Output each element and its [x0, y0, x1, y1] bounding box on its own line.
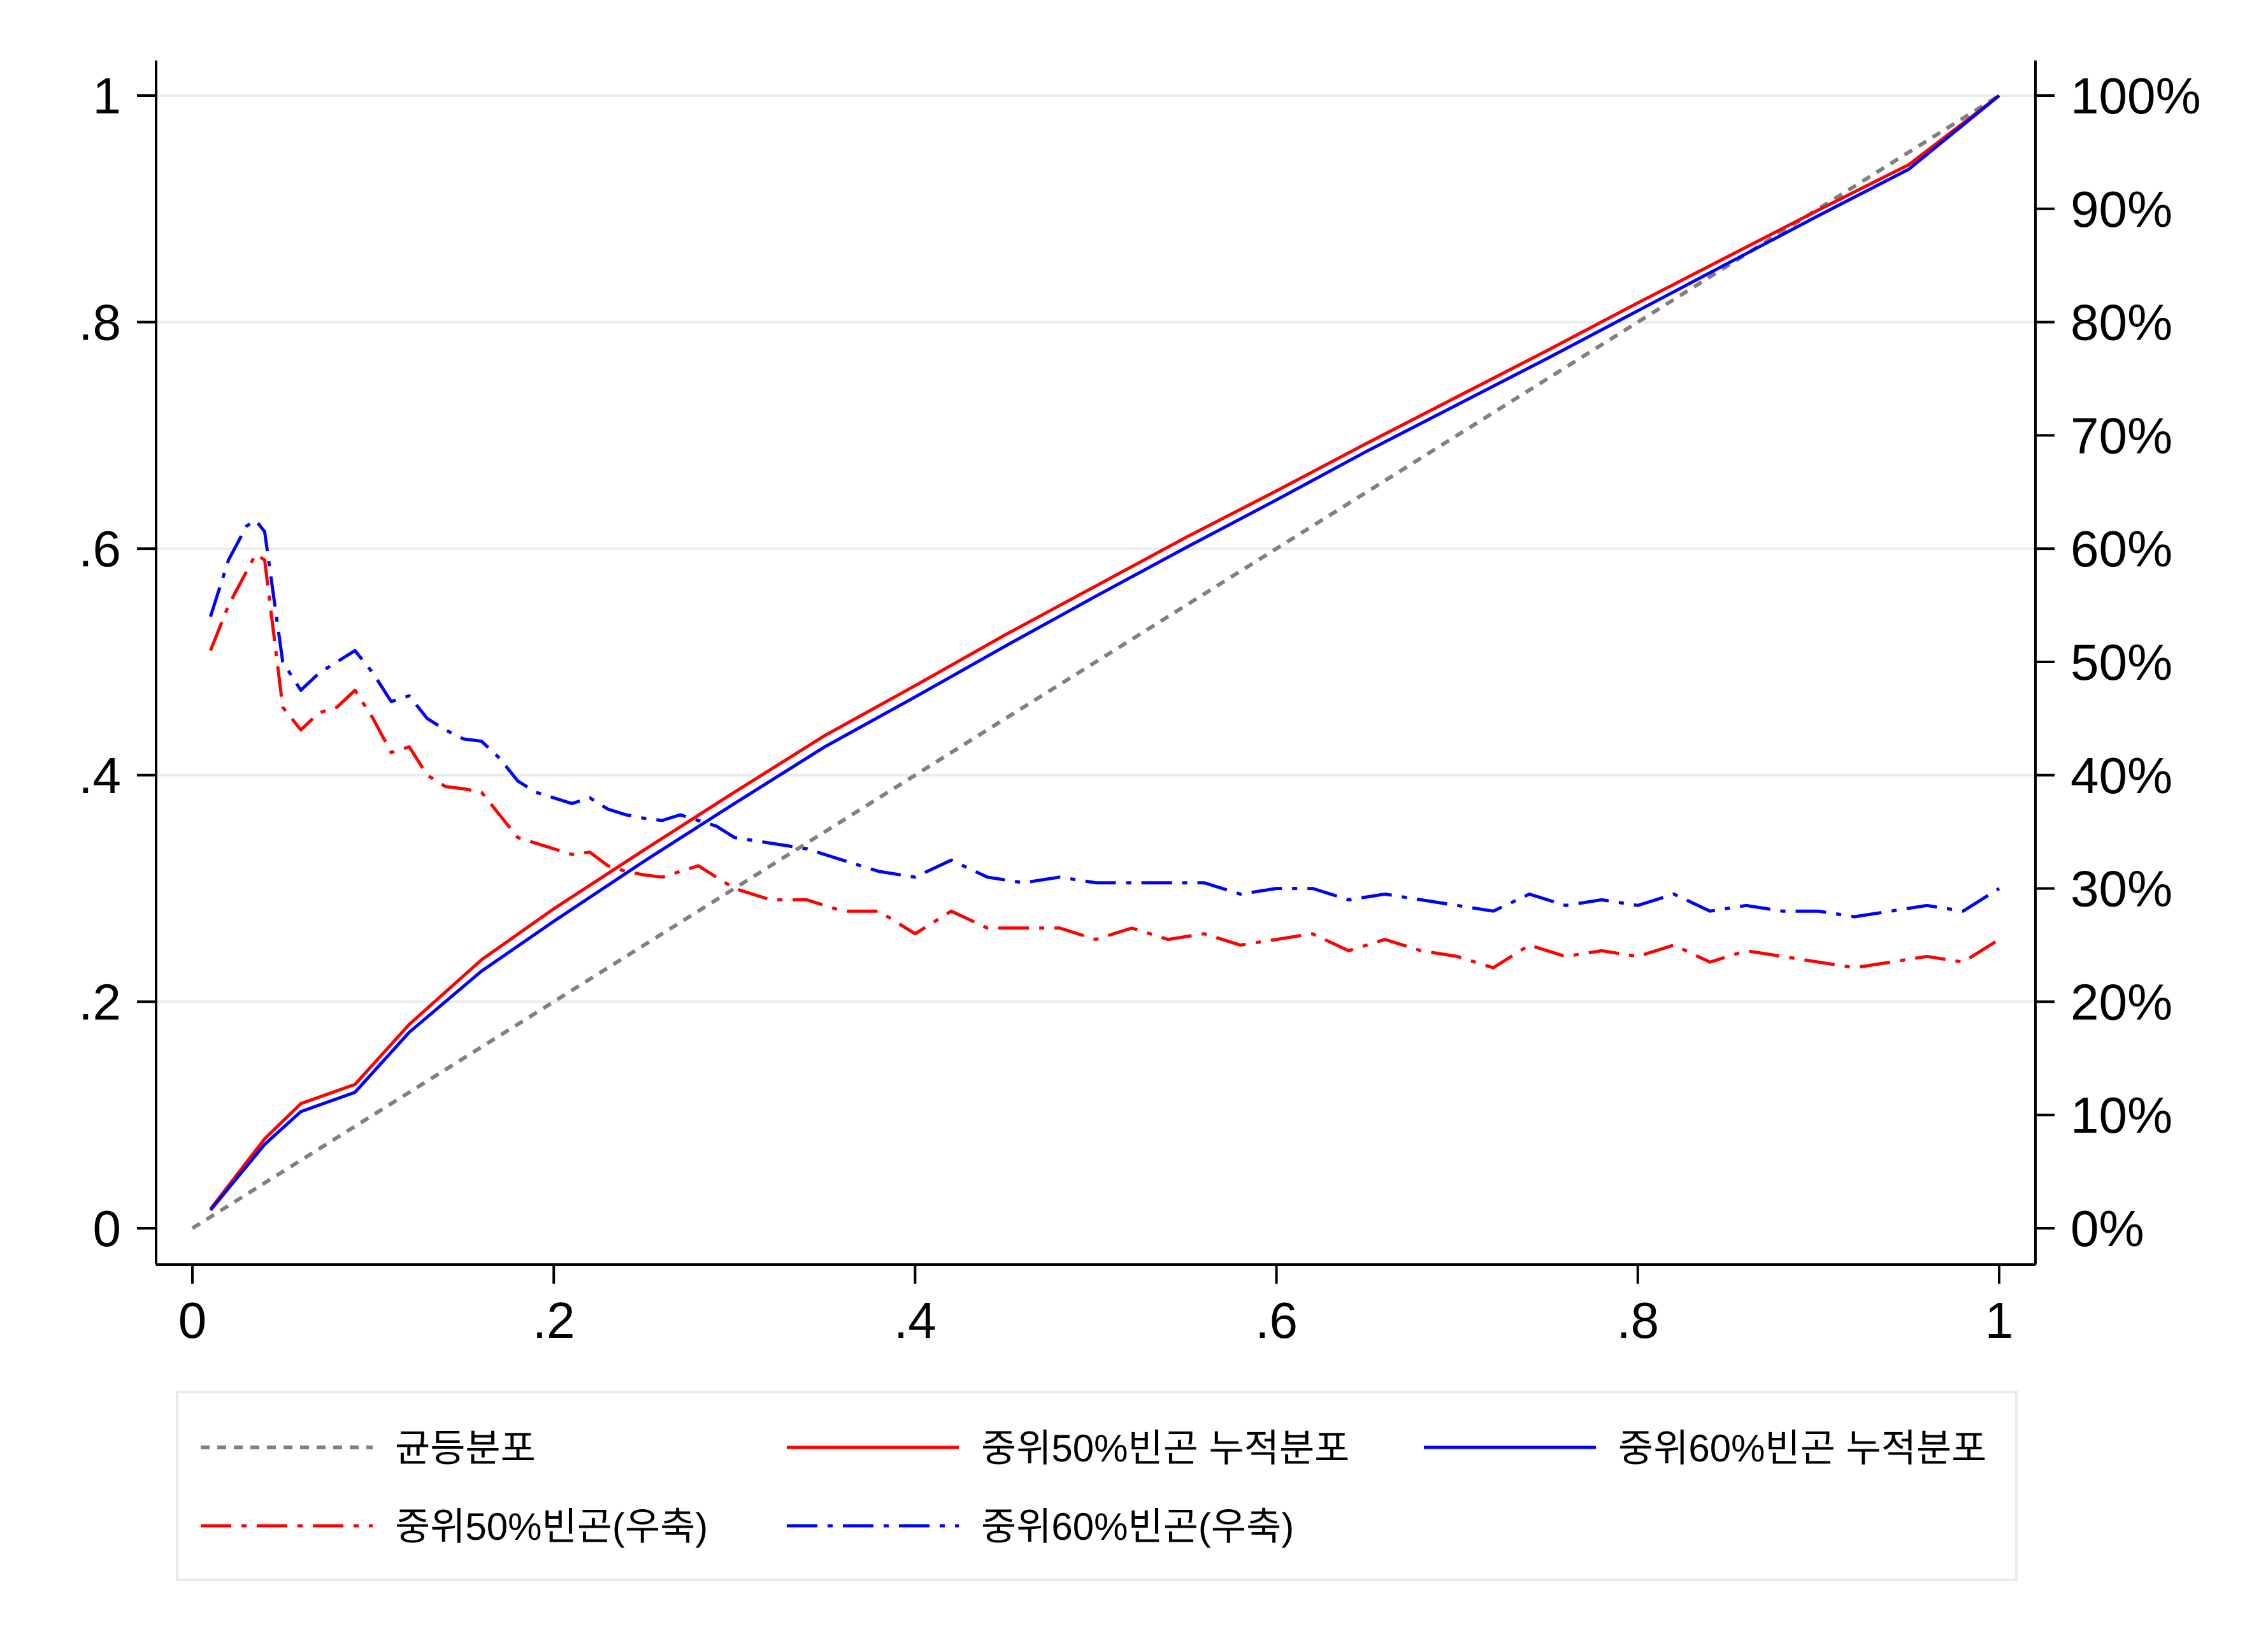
axes: 0.2.4.6.810%10%20%30%40%50%60%70%80%90%1…	[78, 61, 2201, 1349]
x-tick-label: 0	[178, 1292, 207, 1349]
y-tick-label-left: .4	[78, 747, 121, 804]
series-line-3	[209, 552, 2000, 970]
legend-box	[176, 1391, 2018, 1581]
x-tick-label: .8	[1616, 1292, 1659, 1349]
y-tick-label-right: 10%	[2071, 1087, 2172, 1144]
y-tick-label-left: .8	[78, 294, 121, 351]
y-tick-label-left: .6	[78, 520, 121, 577]
series-line-2	[209, 94, 2000, 1212]
legend-label: 중위50%빈곤(우축)	[395, 1505, 708, 1548]
y-tick-label-right: 90%	[2071, 181, 2172, 238]
y-tick-label-left: 0	[93, 1200, 122, 1257]
y-tick-label-right: 100%	[2071, 68, 2201, 124]
series-line-1	[209, 94, 2000, 1210]
legend-label: 중위50%빈곤 누적분포	[981, 1427, 1349, 1470]
legend-label: 중위60%빈곤(우축)	[981, 1505, 1294, 1548]
x-tick-label: .6	[1255, 1292, 1298, 1349]
x-tick-label: .2	[533, 1292, 575, 1349]
y-tick-label-right: 70%	[2071, 407, 2172, 464]
x-tick-label: .4	[894, 1292, 937, 1349]
y-tick-label-right: 30%	[2071, 861, 2172, 917]
series-line-0	[191, 94, 2000, 1230]
y-tick-label-right: 60%	[2071, 520, 2172, 577]
y-tick-label-right: 20%	[2071, 973, 2172, 1030]
y-tick-label-right: 40%	[2071, 747, 2172, 804]
series-line-4	[209, 519, 2000, 919]
gridlines	[156, 94, 2035, 1003]
y-tick-label-right: 0%	[2071, 1200, 2144, 1257]
series-layer	[191, 94, 2000, 1230]
y-tick-label-right: 50%	[2071, 634, 2172, 691]
y-tick-label-right: 80%	[2071, 294, 2172, 351]
y-tick-label-left: .2	[78, 973, 121, 1030]
legend-label: 균등분포	[395, 1427, 536, 1470]
y-tick-label-left: 1	[93, 68, 122, 124]
x-tick-label: 1	[1985, 1292, 2014, 1349]
legend-label: 중위60%빈곤 누적분포	[1618, 1427, 1986, 1470]
